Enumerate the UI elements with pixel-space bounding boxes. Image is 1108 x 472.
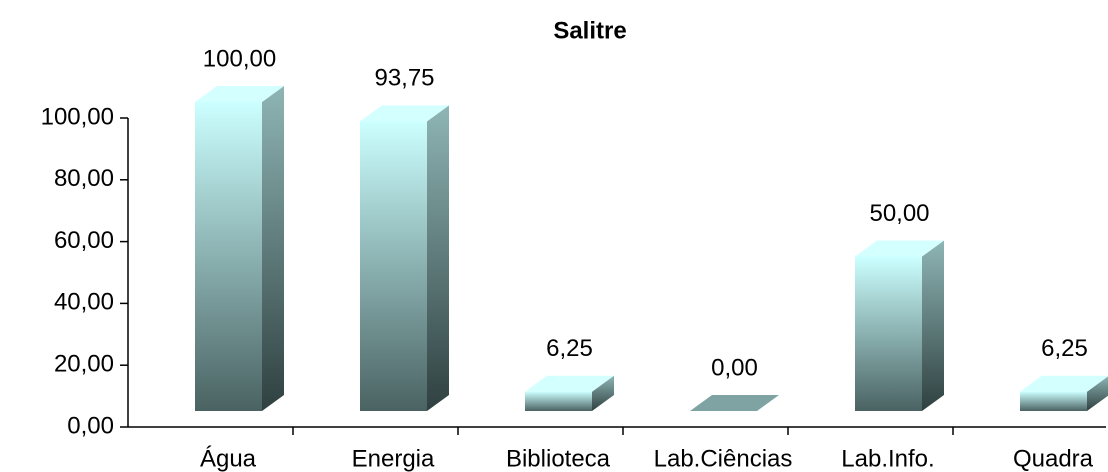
y-tick-label: 20,00 — [54, 351, 114, 378]
bar — [360, 121, 427, 411]
y-tick-label: 60,00 — [54, 227, 114, 254]
bar-top — [525, 375, 614, 392]
x-tick-label: Lab.Info. — [841, 445, 934, 472]
x-tick-label: Energia — [352, 445, 435, 472]
x-tick-label: Água — [200, 445, 257, 472]
data-label: 100,00 — [203, 45, 276, 72]
bar — [195, 102, 262, 411]
bar — [855, 256, 922, 411]
bar-side — [427, 105, 449, 411]
bar-side — [592, 375, 614, 411]
bar-side — [262, 86, 284, 411]
y-tick-label: 100,00 — [41, 103, 114, 130]
y-tick-label: 40,00 — [54, 289, 114, 316]
bar-top — [195, 86, 284, 102]
x-tick-label: Quadra — [1013, 445, 1094, 472]
y-tick-label: 0,00 — [67, 412, 114, 439]
data-label: 50,00 — [869, 200, 929, 227]
bar-side — [1087, 376, 1108, 411]
data-label: 0,00 — [711, 354, 758, 381]
y-tick-label: 80,00 — [54, 165, 114, 192]
data-label: 6,25 — [546, 335, 593, 362]
bar — [525, 391, 592, 411]
bar-top — [690, 395, 779, 411]
x-tick-label: Biblioteca — [506, 445, 611, 472]
x-tick-label: Lab.Ciências — [654, 445, 793, 472]
bar-top — [1020, 375, 1108, 392]
bar-top — [360, 105, 449, 122]
data-label: 6,25 — [1041, 335, 1088, 362]
bar-top — [855, 240, 944, 257]
bar-side — [922, 240, 944, 411]
bar — [1020, 391, 1087, 411]
chart-title: Salitre — [553, 17, 626, 44]
data-label: 93,75 — [374, 65, 434, 92]
